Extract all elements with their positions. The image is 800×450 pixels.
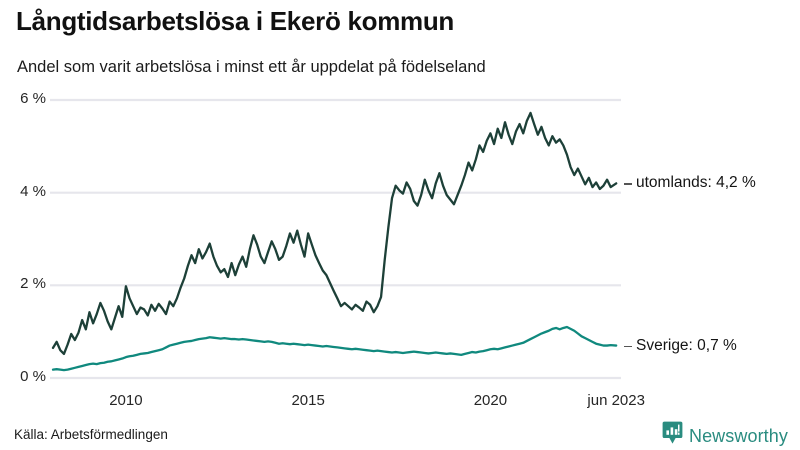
y-tick-label: 6 % (20, 90, 46, 107)
y-tick-label: 2 % (20, 275, 46, 293)
page-subtitle: Andel som varit arbetslösa i minst ett å… (17, 58, 486, 76)
series-label-connector (624, 345, 632, 348)
series-label-utomlands: utomlands: 4,2 % (636, 174, 756, 192)
series-label-connector (624, 183, 632, 185)
x-tick-label: 2020 (473, 392, 508, 409)
source-note: Källa: Arbetsförmedlingen (14, 427, 168, 442)
newsworthy-pin-bar-chart-icon (662, 421, 683, 450)
y-tick-label: 4 % (20, 182, 46, 200)
newsworthy-logo-text: Newsworthy (688, 425, 788, 446)
series-line-Sverige (51, 325, 618, 372)
x-tick-label: 2015 (291, 392, 325, 409)
page-title: Långtidsarbetslösa i Ekerö kommun (16, 6, 454, 36)
line-chart-svg (50, 98, 621, 380)
series-label-sverige: Sverige: 0,7 % (636, 336, 737, 354)
y-tick-label: 0 % (20, 368, 46, 385)
x-tick-label: jun 2023 (587, 392, 645, 409)
series-line-utomlands (51, 111, 618, 356)
chart-plot-area (0, 90, 800, 390)
x-tick-label: 2010 (109, 392, 143, 409)
newsworthy-logo: Newsworthy (662, 421, 788, 450)
